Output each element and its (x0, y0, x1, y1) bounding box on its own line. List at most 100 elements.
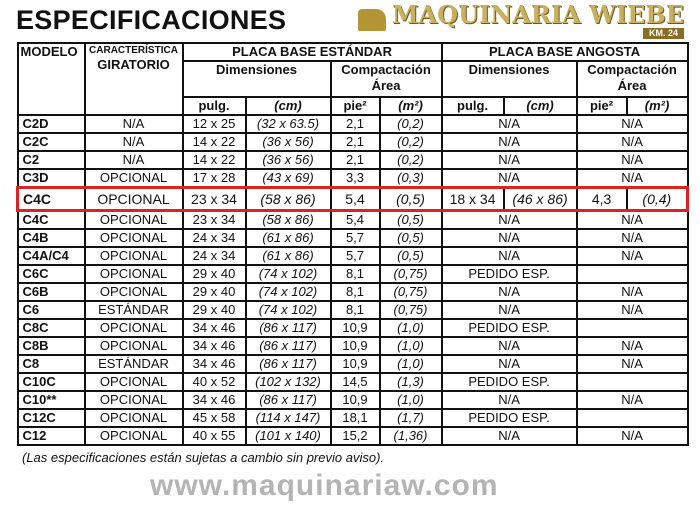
cell-ang-area (575, 372, 689, 392)
cell-ang-area: N/A (575, 246, 689, 266)
table-row: C4B OPCIONAL 24 x 34 (61 x 86) 5,7 (0,5) N/A N/… (16, 228, 689, 248)
cell-model: C3D (16, 168, 86, 189)
cell-ang-dimensiones: N/A (440, 390, 578, 410)
bulldozer-icon (357, 9, 386, 31)
cell-giratorio: OPCIONAL (83, 426, 184, 446)
cell-giratorio: OPCIONAL (83, 372, 184, 392)
cell-m2: (0,5) (378, 209, 443, 230)
cell-pie2: 10,9 (329, 318, 381, 338)
cell-cm: (86 x 117) (244, 390, 332, 410)
cell-ang-dimensiones: N/A (440, 426, 578, 446)
table-row: C8B OPCIONAL 34 x 46 (86 x 117) 10,9 (1,0) N/A… (16, 336, 689, 356)
cell-ang-dimensiones: N/A (440, 336, 578, 356)
cell-ang-dimensiones: PEDIDO ESP. (440, 408, 578, 428)
cell-m2: (0,2) (378, 150, 443, 170)
header-cm: (cm) (502, 96, 578, 116)
cell-ang-area: N/A (575, 228, 689, 248)
cell-m2: (0,5) (378, 228, 443, 248)
table-row: C10** OPCIONAL 34 x 46 (86 x 117) 10,9 (1,0) N… (16, 390, 689, 410)
cell-cm: (36 x 56) (244, 132, 332, 152)
header-giratorio-label: GIRATORIO (97, 57, 170, 72)
cell-m2: (0,75) (378, 264, 443, 284)
cell-giratorio: OPCIONAL (83, 408, 184, 428)
header-giratorio: CARACTERÍSTICA GIRATORIO (83, 42, 184, 116)
table-row: C12C OPCIONAL 45 x 58 (114 x 147) 18,1 (1,7) P… (16, 408, 689, 428)
area-label: Área (371, 78, 401, 93)
header-cm: (cm) (244, 96, 332, 116)
cell-ang-area: N/A (575, 336, 689, 356)
cell-ang-dimensiones: N/A (440, 228, 578, 248)
cell-cm: (74 x 102) (244, 264, 332, 284)
cell-m2: (1,36) (378, 426, 443, 446)
cell-pie2: 8,1 (329, 264, 381, 284)
cell-m2: (0,2) (378, 132, 443, 152)
cell-pulg: 23 x 34 (181, 209, 247, 230)
cell-giratorio: ESTÁNDAR (83, 354, 184, 374)
cell-m2: (1,0) (378, 336, 443, 356)
cell-giratorio: OPCIONAL (83, 168, 184, 189)
cell-pulg: 34 x 46 (181, 390, 247, 410)
cell-cm: (58 x 86) (244, 186, 332, 212)
cell-giratorio: OPCIONAL (83, 336, 184, 356)
cell-pulg: 29 x 40 (181, 264, 247, 284)
footnote: (Las especificaciones están sujetas a ca… (22, 450, 385, 465)
cell-model: C4C (16, 209, 86, 230)
cell-cm: (74 x 102) (244, 282, 332, 302)
cell-ang-dimensiones: N/A (440, 246, 578, 266)
cell-pie2: 8,1 (329, 300, 381, 320)
logo-km: KM. 24 (642, 27, 684, 39)
cell-pulg: 40 x 55 (181, 426, 247, 446)
header-compactacion-std: Compactación Área (329, 60, 443, 98)
cell-giratorio: OPCIONAL (83, 282, 184, 302)
cell-model: C12 (16, 426, 86, 446)
cell-pulg: 29 x 40 (181, 300, 247, 320)
cell-giratorio: OPCIONAL (83, 318, 184, 338)
cell-cm: (58 x 86) (244, 209, 332, 230)
header-pulg: pulg. (181, 96, 247, 116)
cell-ang-pulg: 18 x 34 (440, 186, 505, 212)
cell-model: C6C (16, 264, 86, 284)
cell-pie2: 15,2 (329, 426, 381, 446)
cell-m2: (0,75) (378, 282, 443, 302)
cell-model: C10** (16, 390, 86, 410)
table-row: C8C OPCIONAL 34 x 46 (86 x 117) 10,9 (1,0) PED… (16, 318, 689, 338)
cell-ang-dimensiones: N/A (440, 132, 578, 152)
cell-ang-area: N/A (575, 209, 689, 230)
cell-model: C12C (16, 408, 86, 428)
cell-ang-area: N/A (575, 114, 689, 134)
cell-ang-area: N/A (575, 300, 689, 320)
cell-ang-m2: (0,4) (625, 186, 689, 212)
cell-ang-dimensiones: PEDIDO ESP. (440, 372, 578, 392)
cell-cm: (101 x 140) (244, 426, 332, 446)
cell-ang-area: N/A (575, 150, 689, 170)
cell-ang-area: N/A (575, 168, 689, 189)
cell-model: C6 (16, 300, 86, 320)
cell-m2: (1,0) (378, 318, 443, 338)
cell-pie2: 18,1 (329, 408, 381, 428)
cell-ang-area: N/A (575, 132, 689, 152)
cell-pie2: 2,1 (329, 150, 381, 170)
cell-ang-cm: (46 x 86) (502, 186, 578, 212)
cell-model: C2 (16, 150, 86, 170)
maquinaria-wiebe-logo: MAQUINARIA WIEBE KM. 24 (357, 1, 684, 39)
table-row: C10C OPCIONAL 40 x 52 (102 x 132) 14,5 (1,3) P… (16, 372, 689, 392)
table-row: C2 N/A 14 x 22 (36 x 56) 2,1 (0,2) N/A N/A (16, 150, 689, 170)
cell-cm: (86 x 117) (244, 318, 332, 338)
cell-m2: (0,5) (378, 186, 443, 212)
compactacion-label: Compactación (341, 62, 431, 77)
table-row: C8 ESTÁNDAR 34 x 46 (86 x 117) 10,9 (1,0) N/A N… (16, 354, 689, 374)
cell-model: C8 (16, 354, 86, 374)
cell-ang-dimensiones: PEDIDO ESP. (440, 264, 578, 284)
cell-pulg: 34 x 46 (181, 354, 247, 374)
cell-pie2: 3,3 (329, 168, 381, 189)
cell-m2: (1,7) (378, 408, 443, 428)
cell-m2: (0,2) (378, 114, 443, 134)
cell-model: C4B (16, 228, 86, 248)
cell-model: C10C (16, 372, 86, 392)
table-row: C6 ESTÁNDAR 29 x 40 (74 x 102) 8,1 (0,75) N/A N… (16, 300, 689, 320)
cell-giratorio: N/A (83, 132, 184, 152)
cell-m2: (0,75) (378, 300, 443, 320)
table-row: C4A/C4 OPCIONAL 24 x 34 (61 x 86) 5,7 (0,5) N/… (16, 246, 689, 266)
header-pulg: pulg. (440, 96, 505, 116)
table-row: C2C N/A 14 x 22 (36 x 56) 2,1 (0,2) N/A N/A (16, 132, 689, 152)
